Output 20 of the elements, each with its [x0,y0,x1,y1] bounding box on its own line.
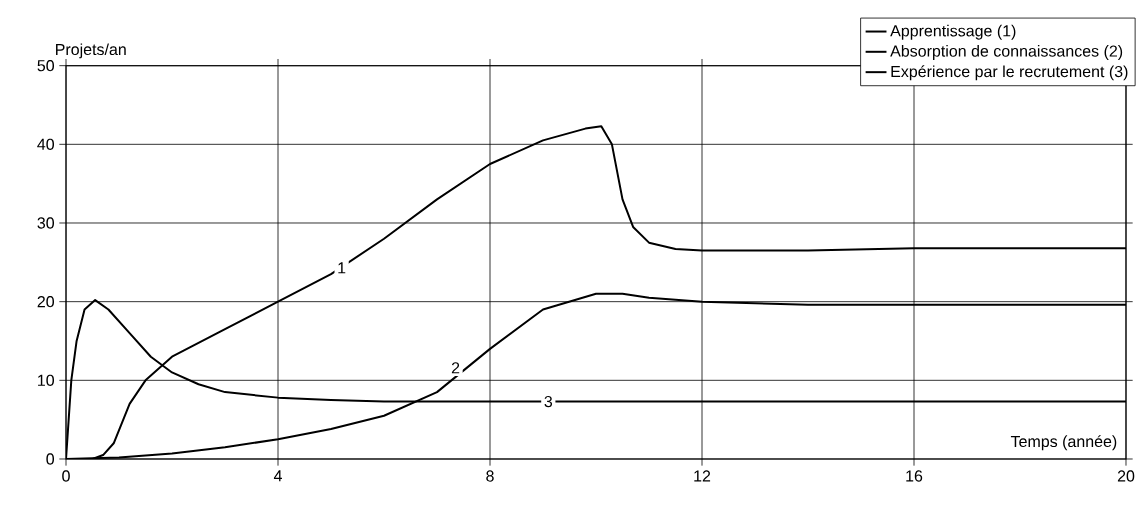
x-tick-label: 8 [486,470,494,482]
legend-label: Expérience par le recrutement (3) [891,65,1128,81]
y-tick-label: 40 [37,138,55,150]
y-tick-label: 10 [38,374,55,386]
x-tick-label: 16 [906,470,923,482]
x-tick-label: 20 [1117,470,1135,482]
y-tick-label: 50 [37,60,55,72]
annotation: 2 [451,362,460,374]
annotation: 3 [544,395,553,408]
y-axis-title: Projets/an [56,43,126,59]
x-tick-label: 12 [694,470,711,482]
y-tick-label: 20 [37,296,55,308]
legend-label: Apprentissage (1) [890,24,1016,40]
annotation: 1 [338,262,346,274]
x-axis-title: Temps (année) [1010,435,1117,451]
x-tick-label: 4 [273,470,282,482]
x-tick-label: 0 [62,470,70,482]
legend-label: Absorption de connaissances (2) [890,45,1123,60]
y-tick-label: 30 [37,217,55,229]
y-tick-label: 0 [46,453,55,465]
